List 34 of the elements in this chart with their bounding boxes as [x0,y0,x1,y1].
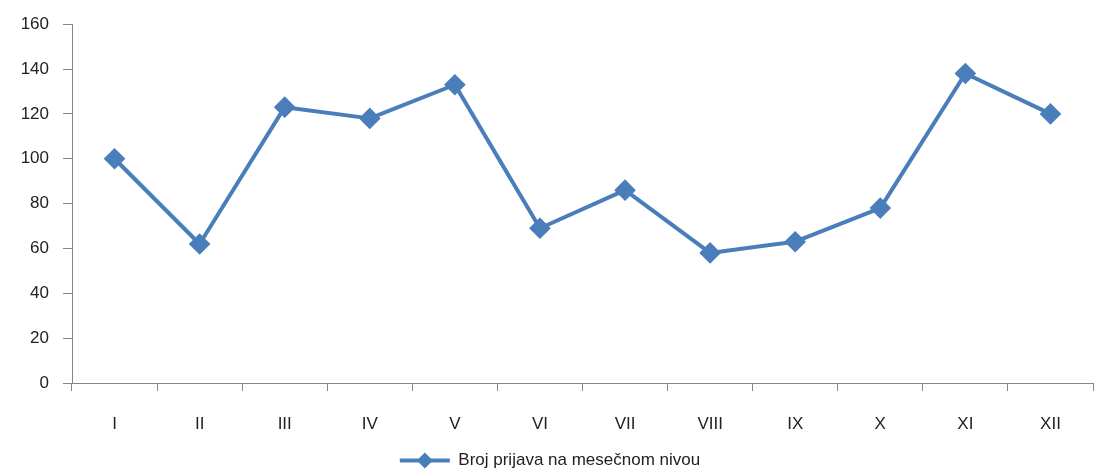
x-tick-label: X [874,413,886,433]
point [700,242,721,263]
point [104,148,125,169]
y-tick-label: 160 [20,13,49,33]
y-tick-label: 120 [20,103,49,123]
y-tick-label: 60 [30,238,49,258]
x-tick-label: I [112,413,117,433]
x-tick-label: VI [531,413,548,433]
y-tick-label: 100 [20,148,49,168]
x-tick-label: II [194,413,205,433]
point [785,231,806,252]
x-tick-label: VIII [697,413,723,433]
y-tick-label: 80 [30,193,49,213]
point [274,97,295,118]
point [359,108,380,129]
x-tick-label: XII [1040,413,1061,433]
x-tick-label: III [277,413,292,433]
x-tick-label: XI [957,413,974,433]
point [189,233,210,254]
x-tick-label: IV [361,413,379,433]
point [529,218,550,239]
point [955,63,976,84]
x-tick-label: VII [614,413,636,433]
point [615,180,636,201]
y-tick-label: 20 [30,327,49,347]
point [1040,103,1061,124]
point [870,198,891,219]
point [444,74,465,95]
legend-label: Broj prijava na mesečnom nivou [458,450,701,470]
x-tick-label: IX [787,413,804,433]
y-tick-label: 140 [20,58,49,78]
x-tick-label: V [449,413,462,433]
y-tick-label: 40 [30,282,49,302]
y-tick-label: 0 [39,372,49,392]
